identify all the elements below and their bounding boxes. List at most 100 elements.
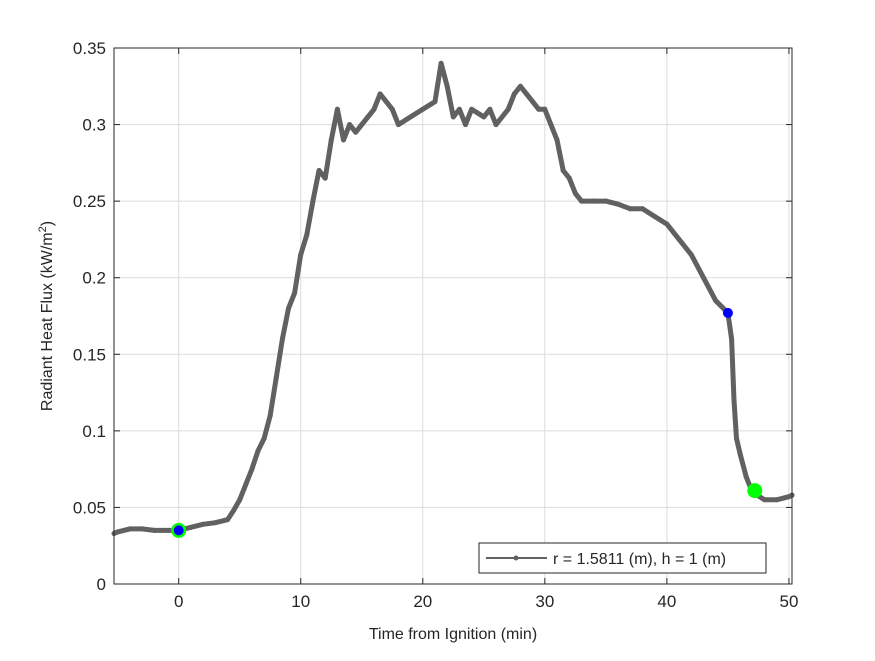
data-point xyxy=(524,91,530,97)
x-tick-label: 50 xyxy=(779,592,798,611)
data-point xyxy=(225,517,231,523)
data-point xyxy=(591,198,597,204)
data-point xyxy=(511,91,517,97)
data-point xyxy=(438,60,444,66)
data-point xyxy=(243,481,249,487)
data-point xyxy=(664,221,670,227)
y-axis-label-main: Radiant Heat Flux (kW/m xyxy=(39,232,56,411)
data-point xyxy=(639,206,645,212)
data-point xyxy=(542,106,548,112)
data-point xyxy=(163,527,169,533)
data-point xyxy=(115,529,121,535)
x-tick-label: 30 xyxy=(535,592,554,611)
data-point xyxy=(365,114,371,120)
data-point xyxy=(572,190,578,196)
data-point xyxy=(377,91,383,97)
data-point xyxy=(469,106,475,112)
y-tick-label: 0 xyxy=(97,575,106,594)
data-point xyxy=(359,122,365,128)
data-point xyxy=(231,507,237,513)
green-marker xyxy=(747,483,763,499)
data-point xyxy=(127,526,133,532)
blue-marker xyxy=(722,307,733,318)
data-point xyxy=(188,524,194,530)
data-point xyxy=(212,520,218,526)
data-point xyxy=(347,122,353,128)
data-point xyxy=(237,497,243,503)
data-point xyxy=(688,252,694,258)
y-tick-label: 0.15 xyxy=(73,345,106,364)
y-axis-label-suffix: ) xyxy=(39,221,56,226)
data-point xyxy=(450,114,456,120)
x-tick-label: 20 xyxy=(413,592,432,611)
data-point xyxy=(255,448,261,454)
data-point xyxy=(481,114,487,120)
y-tick-label: 0.2 xyxy=(82,269,106,288)
data-point xyxy=(310,198,316,204)
data-point xyxy=(371,106,377,112)
data-point xyxy=(334,106,340,112)
data-point xyxy=(298,252,304,258)
data-point xyxy=(627,206,633,212)
data-point xyxy=(548,122,554,128)
plot-background xyxy=(114,48,792,584)
data-point xyxy=(383,99,389,105)
y-tick-label: 0.35 xyxy=(73,39,106,58)
data-point xyxy=(292,290,298,296)
data-point xyxy=(701,275,707,281)
data-point xyxy=(578,198,584,204)
x-tick-label: 10 xyxy=(291,592,310,611)
data-point xyxy=(139,526,145,532)
data-point xyxy=(340,137,346,143)
data-point xyxy=(249,466,255,472)
legend: r = 1.5811 (m), h = 1 (m) xyxy=(478,542,767,574)
data-point xyxy=(151,527,157,533)
data-point xyxy=(487,106,493,112)
legend-label: r = 1.5811 (m), h = 1 (m) xyxy=(553,551,726,568)
data-point xyxy=(517,83,523,89)
data-point xyxy=(322,175,328,181)
data-point xyxy=(737,451,743,457)
x-axis-label: Time from Ignition (min) xyxy=(369,626,537,643)
y-axis-label-superscript: 2 xyxy=(37,226,49,232)
data-point xyxy=(200,521,206,527)
data-point xyxy=(389,106,395,112)
data-point xyxy=(505,106,511,112)
legend-marker-sample xyxy=(513,555,519,561)
data-point xyxy=(743,474,749,480)
y-tick-label: 0.1 xyxy=(82,422,106,441)
blue-marker xyxy=(173,525,184,536)
data-point xyxy=(316,168,322,174)
data-point xyxy=(729,336,735,342)
data-point xyxy=(395,122,401,128)
y-axis-label: Radiant Heat Flux (kW/m2) xyxy=(37,221,56,411)
data-point xyxy=(261,436,267,442)
highlight-layer xyxy=(171,307,763,538)
data-point xyxy=(328,137,334,143)
data-point xyxy=(456,106,462,112)
data-point xyxy=(408,114,414,120)
data-point xyxy=(420,106,426,112)
data-point xyxy=(273,374,279,380)
series-layer xyxy=(111,60,795,536)
data-point xyxy=(279,336,285,342)
data-point xyxy=(530,99,536,105)
data-point xyxy=(536,106,542,112)
data-point xyxy=(493,122,499,128)
data-point xyxy=(774,497,780,503)
x-tick-label: 0 xyxy=(174,592,183,611)
y-tick-label: 0.3 xyxy=(82,116,106,135)
ticks: 0 10 20 30 40 50 0 0.05 0.1 0.15 0.2 0.25 0.3 0.35 xyxy=(73,39,799,611)
data-point xyxy=(762,497,768,503)
data-point xyxy=(444,83,450,89)
data-point xyxy=(731,397,737,403)
x-tick-label: 40 xyxy=(657,592,676,611)
data-point xyxy=(615,201,621,207)
data-point xyxy=(554,137,560,143)
data-point xyxy=(267,413,273,419)
data-point xyxy=(304,232,310,238)
y-tick-label: 0.05 xyxy=(73,498,106,517)
data-point xyxy=(463,122,469,128)
axes-box xyxy=(113,47,793,585)
